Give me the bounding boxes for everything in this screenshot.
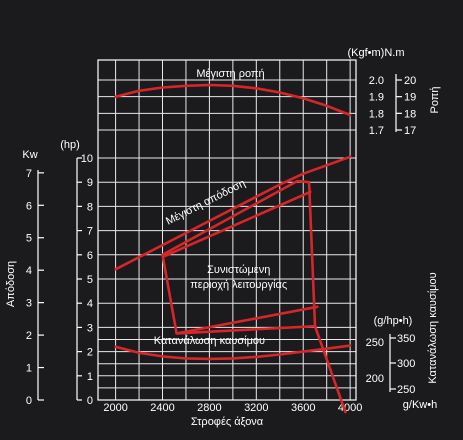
plot-frame (97, 59, 357, 401)
hp-tick-label: 8 (87, 201, 93, 213)
series-line-5 (175, 305, 319, 335)
kgfm-tick-label: 1.9 (369, 92, 384, 104)
hp-tick-label: 0 (87, 395, 93, 407)
kw-tick-label: 3 (26, 298, 32, 310)
nm-tick-label: 17 (404, 125, 416, 137)
series-line-3 (161, 179, 317, 335)
hp-tick-label: 6 (87, 250, 93, 262)
series-line-0 (114, 83, 352, 117)
kgfm-tick-label: 2.0 (369, 75, 384, 87)
hp-tick-label: 3 (87, 322, 93, 334)
hp-tick-label: 10 (81, 153, 93, 165)
kw-tick-label: 6 (26, 200, 32, 212)
g-hp-h-tick-label: 250 (366, 337, 384, 349)
nm-tick-label: 19 (404, 92, 416, 104)
x-tick-label: 3200 (244, 402, 268, 414)
hp-tick-label: 2 (87, 347, 93, 359)
consumption-unit-kw: g/Kw•h (403, 399, 437, 411)
torque-curve-label: Μέγιστη ροπή (196, 68, 264, 80)
kw-tick-label: 7 (26, 168, 32, 180)
power-axis-title: Απόδοση (5, 261, 17, 307)
hp-tick-label: 5 (87, 274, 93, 286)
hp-unit-label: (hp) (60, 139, 80, 151)
x-tick-label: 2800 (197, 402, 221, 414)
nm-tick-label: 18 (404, 108, 416, 120)
hp-tick-label: 4 (87, 298, 93, 310)
series-line-4 (163, 190, 312, 258)
consumption-curve-label: Κατανάλωση καυσίμου (154, 335, 265, 347)
consumption-unit-hp: (g/hp•h) (374, 315, 413, 327)
hp-tick-label: 7 (87, 226, 93, 238)
torque-unit-label: (Kgf•m)N.m (347, 47, 404, 59)
x-tick-label: 3600 (291, 402, 315, 414)
kw-tick-label: 0 (26, 395, 32, 407)
kw-unit-label: Kw (22, 149, 37, 161)
x-axis-title: Στροφές άξονα (191, 416, 264, 428)
nm-tick-label: 20 (404, 75, 416, 87)
hp-tick-label: 9 (87, 177, 93, 189)
kw-tick-label: 5 (26, 233, 32, 245)
x-tick-label: 2400 (150, 402, 174, 414)
series-line-1 (114, 155, 352, 271)
g-kw-h-tick-label: 250 (397, 384, 415, 396)
region-label-line-1: Συνιστώμενη (207, 264, 270, 276)
hp-tick-label: 1 (87, 371, 93, 383)
consumption-axis-title: Κατανάλωση καυσίμου (427, 272, 439, 383)
region-label-line-2: περιοχή λειτουργίας (190, 279, 287, 291)
power-curve-label: Μέγιστη απόδοση (164, 177, 247, 227)
kw-tick-label: 4 (26, 265, 32, 277)
kgfm-tick-label: 1.7 (369, 125, 384, 137)
series-line-2 (114, 344, 352, 361)
g-hp-h-tick-label: 200 (366, 373, 384, 385)
series-line-6 (313, 324, 347, 414)
x-tick-label: 2000 (103, 402, 127, 414)
g-kw-h-tick-label: 350 (397, 333, 415, 345)
torque-axis-title: Ροπή (429, 86, 441, 113)
g-kw-h-tick-label: 300 (397, 358, 415, 370)
kw-tick-label: 1 (26, 363, 32, 375)
kw-tick-label: 2 (26, 330, 32, 342)
kgfm-tick-label: 1.8 (369, 108, 384, 120)
